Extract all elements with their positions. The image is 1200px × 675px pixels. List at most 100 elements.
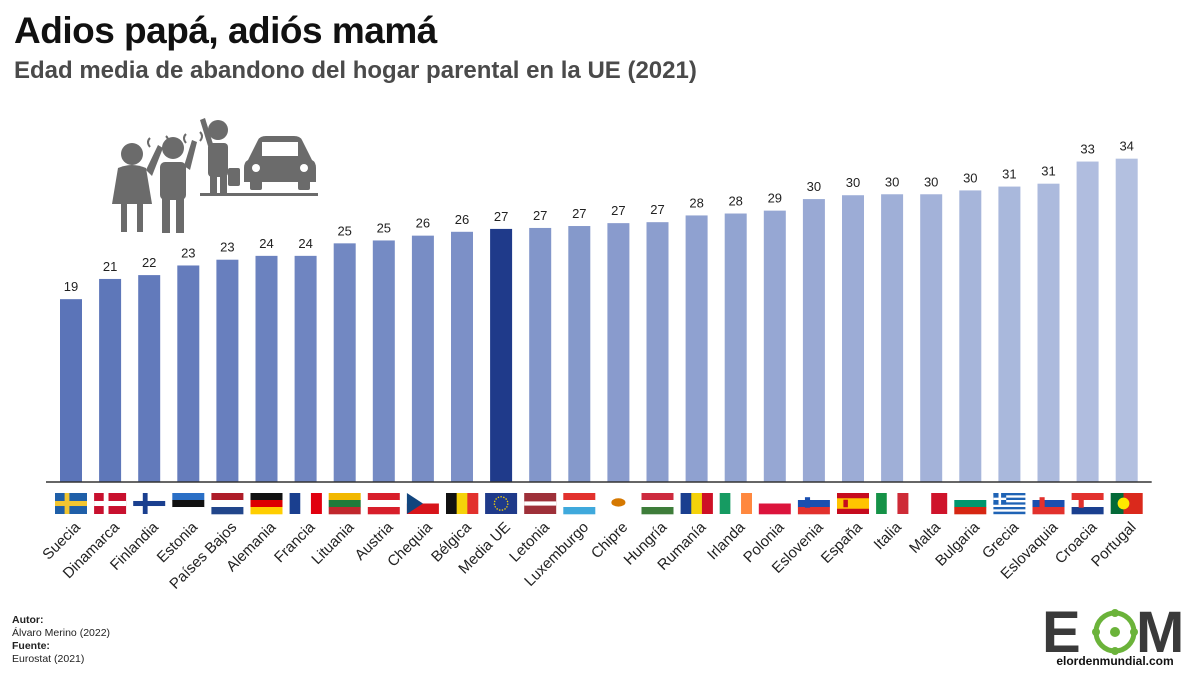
bar-17 <box>724 213 747 482</box>
bar-18 <box>763 210 786 482</box>
value-label-7: 25 <box>337 223 351 238</box>
flag-icon-6 <box>289 493 322 514</box>
bar-7 <box>333 243 356 482</box>
flag-icon-15 <box>641 493 674 515</box>
flag-icon-20 <box>837 493 869 514</box>
author: Álvaro Merino (2022) <box>12 627 111 639</box>
value-label-12: 27 <box>533 208 547 223</box>
flag-icon-11 <box>485 493 518 514</box>
bar-12 <box>529 227 552 482</box>
value-label-13: 27 <box>572 206 586 221</box>
category-label-23: Bulgaria <box>932 518 983 569</box>
flag-icon-17 <box>719 493 752 514</box>
bar-1 <box>99 278 122 482</box>
flag-icon-22 <box>915 493 948 514</box>
bar-2 <box>138 275 161 482</box>
flag-icon-1 <box>94 493 127 514</box>
bar-10 <box>451 231 473 482</box>
value-label-5: 24 <box>259 236 273 251</box>
bar-4 <box>216 259 239 482</box>
flag-icon-9 <box>406 493 439 514</box>
flag-icon-19 <box>797 493 830 515</box>
value-label-20: 30 <box>846 175 860 190</box>
bar-0 <box>60 299 82 482</box>
value-label-22: 30 <box>924 174 938 189</box>
bar-13 <box>568 226 591 482</box>
value-label-11: 27 <box>494 209 508 224</box>
flag-icon-16 <box>680 493 713 514</box>
value-label-27: 34 <box>1119 139 1133 154</box>
flag-icon-10 <box>446 493 479 514</box>
bar-15 <box>646 222 669 482</box>
flags-group <box>55 493 1143 515</box>
flag-icon-23 <box>954 493 987 515</box>
logo-url: elordenmundial.com <box>1056 654 1174 668</box>
bar-20 <box>842 195 864 482</box>
logo-letter-m: M <box>1136 600 1184 665</box>
family-waving-goodbye-car-icon <box>112 118 318 233</box>
value-label-2: 22 <box>142 255 156 270</box>
flag-icon-0 <box>55 493 87 514</box>
flag-icon-12 <box>524 493 557 514</box>
value-label-3: 23 <box>181 245 195 260</box>
value-label-16: 28 <box>689 195 703 210</box>
flag-icon-2 <box>133 493 166 514</box>
source-label: Fuente: <box>12 640 50 652</box>
flag-icon-13 <box>563 493 596 515</box>
category-label-7: Lituania <box>308 518 358 568</box>
bar-3 <box>177 265 200 482</box>
flag-icon-14 <box>602 493 635 514</box>
value-label-23: 30 <box>963 170 977 185</box>
bar-16 <box>685 215 708 482</box>
value-label-0: 19 <box>64 279 78 294</box>
flag-icon-24 <box>993 493 1026 515</box>
bar-27 <box>1115 158 1138 482</box>
category-label-20: España <box>818 518 866 566</box>
value-label-8: 25 <box>377 220 391 235</box>
chart-title: Adios papá, adiós mamá <box>14 10 437 51</box>
flag-icon-7 <box>328 493 361 515</box>
bar-14 <box>607 223 630 482</box>
flag-icon-27 <box>1110 493 1143 514</box>
credits: Autor: Álvaro Merino (2022) Fuente: Euro… <box>12 614 110 666</box>
bar-8 <box>372 240 395 482</box>
bar-11 <box>490 228 513 482</box>
value-label-18: 29 <box>768 191 782 206</box>
category-label-9: Chequia <box>384 518 436 570</box>
flag-icon-8 <box>367 493 400 515</box>
flag-icon-18 <box>758 493 791 515</box>
bar-9 <box>411 235 434 482</box>
value-label-25: 31 <box>1041 164 1055 179</box>
value-label-14: 27 <box>611 203 625 218</box>
flag-icon-5 <box>250 493 283 515</box>
flag-icon-21 <box>876 493 909 514</box>
bar-26 <box>1076 161 1099 482</box>
bar-21 <box>881 194 904 482</box>
value-label-19: 30 <box>807 179 821 194</box>
bar-23 <box>959 190 982 482</box>
flag-icon-25 <box>1032 493 1065 515</box>
value-label-1: 21 <box>103 259 117 274</box>
bar-5 <box>255 255 278 482</box>
value-labels-group: 19 21 22 23 23 24 24 25 25 26 26 27 27 27 27 27 28 28 29 30… <box>64 139 1134 294</box>
bar-19 <box>802 199 825 483</box>
logo-letter-e: E <box>1042 600 1081 665</box>
flag-icon-3 <box>172 493 205 515</box>
flag-icon-4 <box>211 493 244 515</box>
eom-logo-icon: E M <box>1042 600 1184 665</box>
bars-group <box>60 158 1138 483</box>
value-label-21: 30 <box>885 174 899 189</box>
author-label: Autor: <box>12 614 44 626</box>
value-label-15: 27 <box>650 202 664 217</box>
value-label-6: 24 <box>298 236 312 251</box>
source: Eurostat (2021) <box>12 653 85 665</box>
value-label-4: 23 <box>220 240 234 255</box>
value-label-17: 28 <box>728 194 742 209</box>
bar-6 <box>294 255 317 482</box>
value-label-10: 26 <box>455 212 469 227</box>
bar-chart: 19 21 22 23 23 24 24 25 25 26 26 27 27 27 27 27 28 28 29 30… <box>39 118 1152 593</box>
value-label-24: 31 <box>1002 167 1016 182</box>
bar-25 <box>1037 183 1060 482</box>
flag-icon-26 <box>1071 493 1104 515</box>
